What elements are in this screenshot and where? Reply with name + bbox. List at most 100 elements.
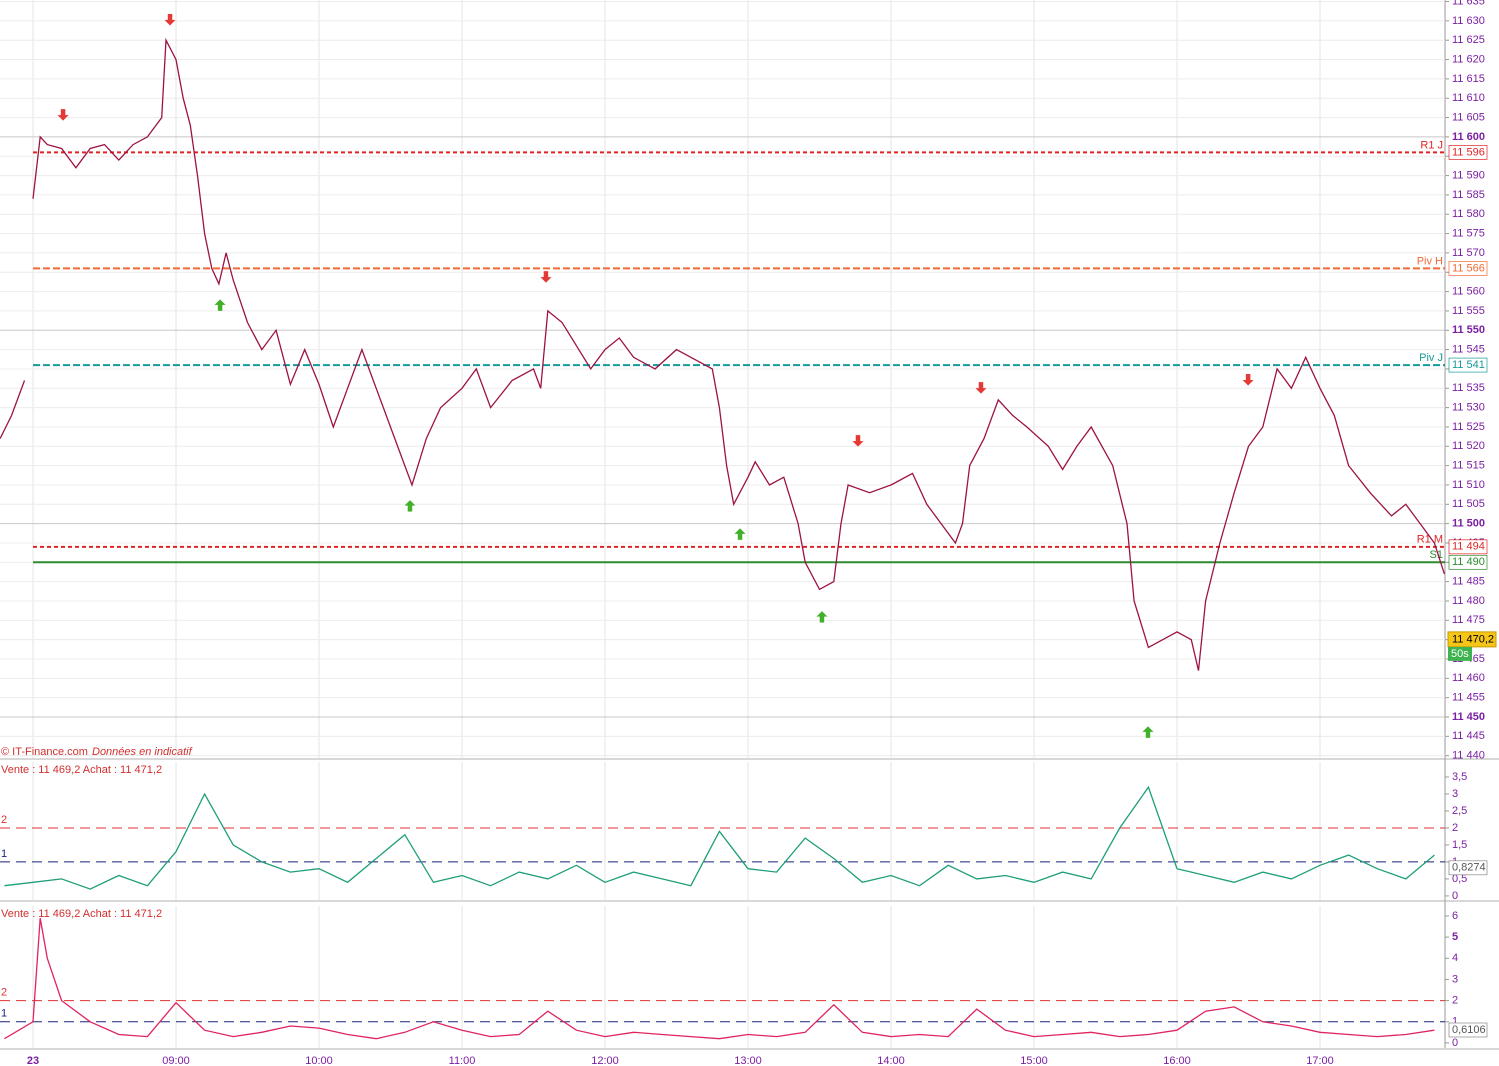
x-tick-label: 15:00 [1020, 1055, 1048, 1066]
y-tick-label: 0 [1452, 890, 1458, 902]
last-value-tag [1448, 1022, 1488, 1038]
level-tag [1448, 145, 1488, 160]
series-line [0, 37, 1446, 671]
signal-arrow [56, 108, 70, 122]
y-tick-label: 0 [1452, 1037, 1458, 1049]
level-tag-label: 11 566 [1452, 262, 1485, 274]
level-tag-label: 11 541 [1452, 359, 1485, 371]
level-tag [1448, 554, 1488, 570]
x-tick-label: 13:00 [734, 1055, 762, 1066]
signal-arrow [851, 434, 865, 448]
panel-subtitle: Vente : 11 469,2 Achat : 11 471,2 [1, 908, 162, 920]
x-tick-label: 09:00 [162, 1055, 190, 1066]
y-tick-label: 11 445 [1452, 730, 1485, 742]
y-tick-label: 4 [1452, 952, 1458, 964]
y-tick-label: 0,5 [1452, 873, 1467, 885]
y-tick-label: 11 460 [1452, 672, 1485, 684]
last-value-label: 0,8274 [1452, 862, 1486, 874]
y-tick-label: 11 560 [1452, 286, 1485, 298]
level-label: 1 [1, 1008, 7, 1020]
signal-arrow [1141, 725, 1155, 739]
signal-arrow [213, 298, 227, 312]
level-tag [1448, 539, 1488, 555]
level-tag-label: 11 596 [1452, 146, 1485, 158]
signal-arrow [163, 13, 177, 27]
y-tick-label: 11 455 [1452, 692, 1485, 704]
signal-arrow [815, 610, 829, 624]
level-name: Piv H [1417, 255, 1443, 267]
y-tick-label: 11 500 [1452, 518, 1485, 530]
y-tick-label: 11 515 [1452, 460, 1485, 472]
y-tick-label: 11 610 [1452, 92, 1485, 104]
level-label: 1 [1, 848, 7, 860]
y-tick-label: 11 545 [1452, 344, 1485, 356]
signal-arrow [1241, 373, 1255, 387]
y-tick-label: 11 630 [1452, 15, 1485, 27]
note: Données en indicatif [92, 746, 193, 758]
y-tick-label: 11 575 [1452, 227, 1485, 239]
y-tick-label: 11 475 [1452, 614, 1485, 626]
y-tick-label: 11 530 [1452, 402, 1485, 414]
level-name: R1 M [1417, 534, 1443, 546]
y-tick-label: 11 520 [1452, 440, 1485, 452]
y-tick-label: 11 605 [1452, 111, 1485, 123]
signal-arrow [974, 381, 988, 395]
y-tick-label: 11 555 [1452, 305, 1485, 317]
timer-tag [1448, 646, 1472, 661]
y-tick-label: 11 625 [1452, 34, 1485, 46]
x-tick-label: 10:00 [305, 1055, 333, 1066]
level-tag [1448, 357, 1488, 373]
y-tick-label: 11 505 [1452, 498, 1485, 510]
y-tick-label: 11 535 [1452, 382, 1485, 394]
level-tag-label: 11 494 [1452, 541, 1485, 553]
timer-label: 50s [1451, 648, 1469, 660]
level-name: S1 [1430, 549, 1443, 561]
x-tick-label: 14:00 [877, 1055, 905, 1066]
y-tick-label: 11 585 [1452, 189, 1485, 201]
x-tick-label: 17:00 [1306, 1055, 1334, 1066]
y-tick-label: 11 620 [1452, 53, 1485, 65]
level-name: R1 J [1420, 139, 1443, 151]
level-tag-label: 11 490 [1452, 556, 1485, 568]
y-tick-label: 6 [1452, 910, 1458, 922]
y-tick-label: 2,5 [1452, 805, 1467, 817]
y-tick-label: 3,5 [1452, 771, 1467, 783]
y-tick-label: 11 590 [1452, 169, 1485, 181]
y-tick-label: 11 485 [1452, 576, 1485, 588]
level-label: 2 [1, 987, 7, 999]
y-tick-label: 5 [1452, 931, 1458, 943]
last-price-label: 11 470,2 [1452, 633, 1494, 645]
y-tick-label: 11 450 [1452, 711, 1485, 723]
y-tick-label: 11 600 [1452, 131, 1485, 143]
x-tick-label: 12:00 [591, 1055, 619, 1066]
last-value-label: 0,6106 [1452, 1024, 1486, 1036]
y-tick-label: 11 510 [1452, 479, 1485, 491]
last-value-tag [1448, 860, 1488, 876]
signal-arrow [403, 499, 417, 513]
source: © IT-Finance.com [1, 746, 88, 758]
y-tick-label: 3 [1452, 973, 1458, 985]
level-tag [1448, 261, 1488, 276]
y-tick-label: 1 [1452, 1016, 1458, 1028]
y-tick-label: 2 [1452, 822, 1458, 834]
y-tick-label: 11 635 [1452, 0, 1485, 7]
x-tick-label: 23 [27, 1055, 39, 1066]
y-tick-label: 3 [1452, 788, 1458, 800]
series-line [4, 785, 1435, 890]
x-tick-label: 11:00 [449, 1055, 476, 1066]
y-tick-label: 11 580 [1452, 208, 1485, 220]
x-tick-label: 16:00 [1163, 1055, 1191, 1066]
y-tick-label: 11 480 [1452, 595, 1485, 607]
series-line [4, 917, 1435, 1040]
y-tick-label: 1,5 [1452, 839, 1467, 851]
level-label: 2 [1, 814, 7, 826]
y-tick-label: 11 570 [1452, 247, 1485, 259]
y-tick-label: 11 550 [1452, 324, 1485, 336]
signal-arrow [539, 270, 553, 284]
signal-arrow [733, 527, 747, 541]
level-name: Piv J [1419, 352, 1443, 364]
y-tick-label: 11 440 [1452, 750, 1485, 762]
y-tick-label: 2 [1452, 995, 1458, 1007]
